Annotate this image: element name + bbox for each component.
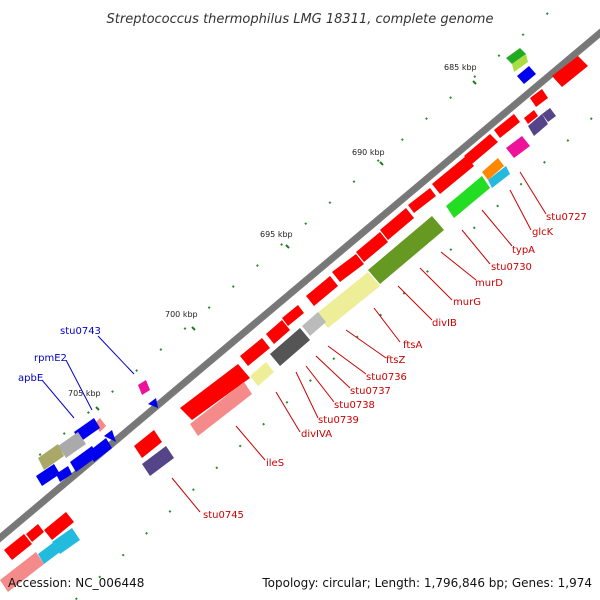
tick-marks xyxy=(95,80,477,411)
gene-reverse xyxy=(446,176,490,218)
gene-labels-red: stu0727 glcK typA stu0730 murD murG divI… xyxy=(203,212,587,521)
gene-reverse xyxy=(506,136,530,158)
gene-label-stu0745: stu0745 xyxy=(203,510,244,521)
gene-forward xyxy=(530,89,548,107)
label-leaders-blue xyxy=(41,335,135,419)
gene-label-apbe: apbE xyxy=(18,373,43,384)
gene-label-ftsa: ftsA xyxy=(403,340,422,351)
gene-reverse xyxy=(488,166,510,188)
gene-reverse xyxy=(0,552,44,592)
gene-reverse xyxy=(368,216,444,284)
gene-forward xyxy=(58,432,86,458)
gene-forward xyxy=(512,54,528,72)
gene-label-stu0736: stu0736 xyxy=(366,372,407,383)
gene-label-stu0738: stu0738 xyxy=(334,400,375,411)
tick-label-705: 705 kbp xyxy=(68,389,101,398)
gene-forward xyxy=(517,66,536,84)
gene-label-ftsz: ftsZ xyxy=(386,355,405,366)
gene-reverse xyxy=(250,362,274,386)
gene-forward xyxy=(506,48,526,64)
gene-forward xyxy=(282,305,304,326)
gene-reverse xyxy=(142,446,174,476)
gene-reverse xyxy=(542,108,556,122)
gene-label-stu0739: stu0739 xyxy=(318,415,359,426)
gene-label-stu0743: stu0743 xyxy=(60,326,101,337)
gene-forward xyxy=(88,438,112,462)
gene-forward xyxy=(138,380,150,395)
gene-forward xyxy=(94,418,106,432)
gene-reverse xyxy=(270,328,310,366)
gene-label-murd: murD xyxy=(475,278,503,289)
gene-forward xyxy=(148,398,158,408)
gene-forward xyxy=(464,134,498,164)
gene-label-murg: murG xyxy=(453,297,481,308)
gene-label-divib: divIB xyxy=(432,318,457,329)
gene-forward xyxy=(104,430,116,442)
track-ring-inner xyxy=(74,117,593,600)
gene-forward xyxy=(332,254,364,282)
gene-forward xyxy=(266,320,290,344)
gene-label-stu0730: stu0730 xyxy=(491,262,532,273)
gene-forward xyxy=(240,338,270,366)
gene-forward xyxy=(36,464,60,486)
gene-reverse xyxy=(44,512,74,540)
gene-reverse xyxy=(4,534,32,560)
gene-forward xyxy=(524,110,538,124)
gene-labels-blue: stu0743 rpmE2 apbE xyxy=(18,326,101,384)
tick-mark-700 xyxy=(191,326,196,331)
gene-reverse xyxy=(302,312,326,336)
gene-reverse xyxy=(316,272,380,328)
track-ring-outer xyxy=(19,12,549,473)
gene-label-glck: glcK xyxy=(532,227,554,238)
tick-mark-695 xyxy=(285,244,290,249)
gene-label-diviva: divIVA xyxy=(301,429,332,440)
gene-label-stu0727: stu0727 xyxy=(546,212,587,223)
gene-forward xyxy=(56,466,72,482)
label-leaders-red xyxy=(171,171,547,513)
map-title: Streptococcus thermophilus LMG 18311, co… xyxy=(107,12,494,27)
reverse-strand-genes xyxy=(0,108,556,592)
gene-forward xyxy=(432,156,474,194)
gene-forward xyxy=(494,114,520,138)
gene-forward xyxy=(180,364,250,420)
gene-reverse xyxy=(190,382,252,436)
gene-forward xyxy=(356,232,388,262)
tick-mark-705 xyxy=(95,406,100,411)
gene-reverse xyxy=(52,528,80,554)
gene-reverse xyxy=(134,430,162,458)
tick-label-685: 685 kbp xyxy=(444,63,477,72)
tick-mark-690 xyxy=(379,161,384,166)
tick-mark-685 xyxy=(472,80,477,85)
gene-reverse xyxy=(38,542,60,564)
gene-reverse xyxy=(528,114,548,136)
gene-forward xyxy=(408,188,436,213)
gene-forward xyxy=(38,444,64,470)
gene-forward xyxy=(380,208,414,240)
gene-reverse xyxy=(26,524,44,542)
tick-label-690: 690 kbp xyxy=(352,148,385,157)
gene-label-stu0737: stu0737 xyxy=(350,386,391,397)
accession-text: Accession: NC_006448 xyxy=(8,576,144,590)
tick-label-700: 700 kbp xyxy=(165,310,198,319)
genome-summary-text: Topology: circular; Length: 1,796,846 bp… xyxy=(261,576,592,590)
gene-label-iles: ileS xyxy=(266,458,284,469)
gene-forward xyxy=(552,56,588,87)
gene-forward xyxy=(306,276,338,306)
gene-label-rpme2: rpmE2 xyxy=(34,353,67,364)
tick-label-695: 695 kbp xyxy=(260,230,293,239)
forward-strand-genes xyxy=(36,48,588,486)
gene-label-typa: typA xyxy=(512,245,535,256)
gene-reverse xyxy=(482,158,504,180)
